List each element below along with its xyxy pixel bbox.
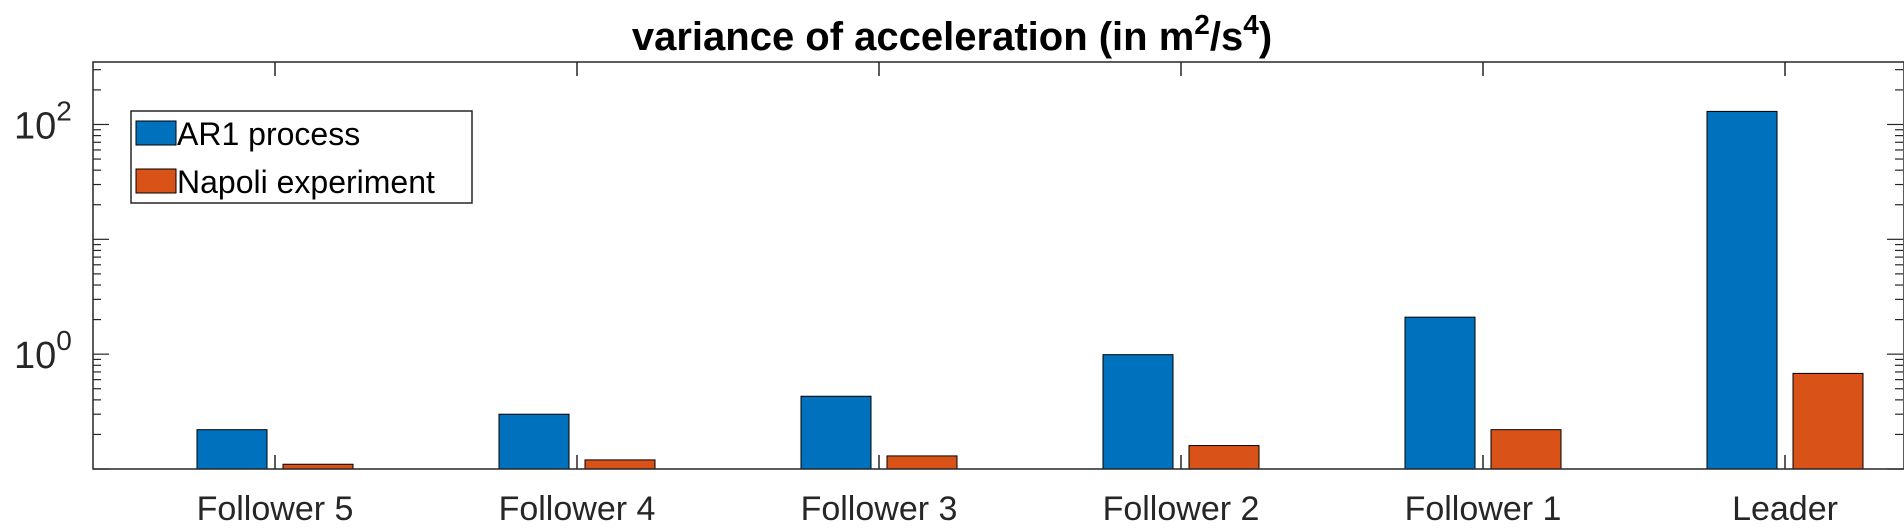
x-tick-label-3: Follower 3: [801, 490, 958, 528]
x-tick-label-4: Follower 2: [1103, 490, 1260, 528]
x-tick-label-5: Follower 1: [1405, 490, 1562, 528]
bar-ar1-3: [800, 395, 872, 470]
x-tick-label-1: Follower 5: [197, 490, 354, 528]
legend-label-ar1: AR1 process: [177, 116, 360, 152]
bar-ar1-6: [1706, 110, 1778, 470]
bar-napoli-4: [1188, 445, 1260, 470]
x-tick-label-2: Follower 4: [499, 490, 656, 528]
bar-ar1-2: [498, 413, 570, 470]
bar-ar1-1: [196, 429, 268, 470]
bar-ar1-5: [1404, 316, 1476, 470]
bar-napoli-5: [1490, 429, 1562, 470]
bar-ar1-4: [1102, 354, 1174, 470]
y-tick-label-2: 102: [14, 95, 72, 147]
legend-swatch-napoli: [135, 168, 177, 194]
chart-title: variance of acceleration (in m2/s4): [632, 9, 1272, 59]
x-tick-label-6: Leader: [1732, 490, 1838, 528]
plot-frame: [92, 61, 1904, 470]
bar-napoli-2: [584, 459, 656, 470]
legend-box: [130, 110, 473, 204]
y-tick-label-1: 100: [14, 325, 72, 377]
legend: AR1 process Napoli experiment: [130, 110, 473, 204]
axes-layer: Follower 5 Follower 4 Follower 3 Follower 2…: [14, 61, 1904, 528]
bars-layer: [196, 110, 1864, 470]
bar-napoli-6: [1792, 372, 1864, 470]
legend-swatch-ar1: [135, 120, 177, 146]
legend-label-napoli: Napoli experiment: [177, 164, 435, 200]
bar-napoli-3: [886, 455, 958, 470]
